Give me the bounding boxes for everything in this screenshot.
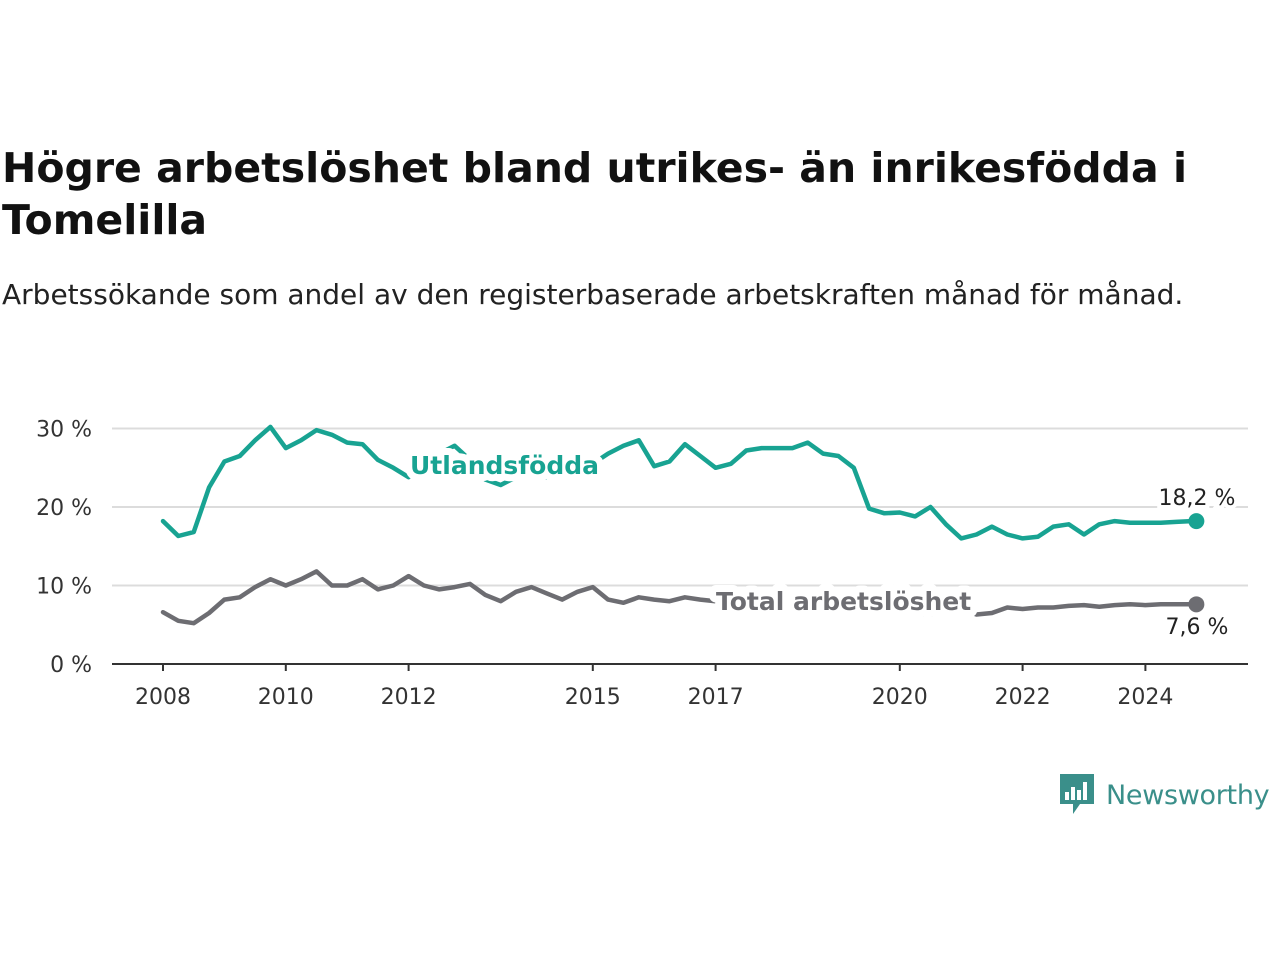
series-lines	[160, 424, 1205, 626]
x-tick-label: 2022	[995, 685, 1051, 710]
x-axis-ticks: 2008 2010 2012 2015 2017 2020 2022 2024	[135, 664, 1173, 710]
gridlines	[112, 427, 1248, 587]
x-tick-label: 2017	[688, 685, 744, 710]
y-tick-label: 20 %	[36, 496, 92, 521]
y-axis-ticks: 0 % 10 % 20 % 30 %	[36, 418, 92, 679]
chart-title: Högre arbetslöshet bland utrikes- än inr…	[2, 144, 1187, 244]
series-end-marker-total	[1188, 596, 1205, 613]
end-value-label-total: 7,6 %	[1166, 615, 1229, 640]
line-chart: 0 % 10 % 20 % 30 % 2008 2010 2012 2015 2017 2020…	[36, 418, 1248, 710]
series-end-marker-utlandsfodda	[1188, 513, 1205, 530]
x-tick-label: 2024	[1117, 685, 1173, 710]
newsworthy-icon	[1060, 774, 1094, 814]
chart-subtitle: Arbetssökande som andel av den registerb…	[2, 278, 1184, 311]
series-line-utlandsfodda	[160, 424, 1199, 541]
y-tick-label: 0 %	[50, 653, 92, 678]
x-tick-label: 2015	[565, 685, 621, 710]
series-labels: Utlandsfödda Total arbetslöshet 18,2 % 7,6 …	[403, 444, 1239, 644]
newsworthy-logo: Newsworthy	[1058, 772, 1270, 818]
x-tick-label: 2012	[381, 685, 437, 710]
series-name-label-total: Total arbetslöshet	[716, 587, 971, 616]
brand-name: Newsworthy	[1106, 779, 1270, 811]
y-tick-label: 10 %	[36, 575, 92, 600]
x-tick-label: 2008	[135, 685, 191, 710]
x-tick-label: 2020	[872, 685, 928, 710]
series-line-total	[160, 569, 1199, 626]
y-tick-label: 30 %	[36, 418, 92, 443]
x-tick-label: 2010	[258, 685, 314, 710]
series-name-label-utlandsfodda: Utlandsfödda	[410, 451, 599, 480]
end-value-label-utlandsfodda: 18,2 %	[1159, 486, 1236, 511]
